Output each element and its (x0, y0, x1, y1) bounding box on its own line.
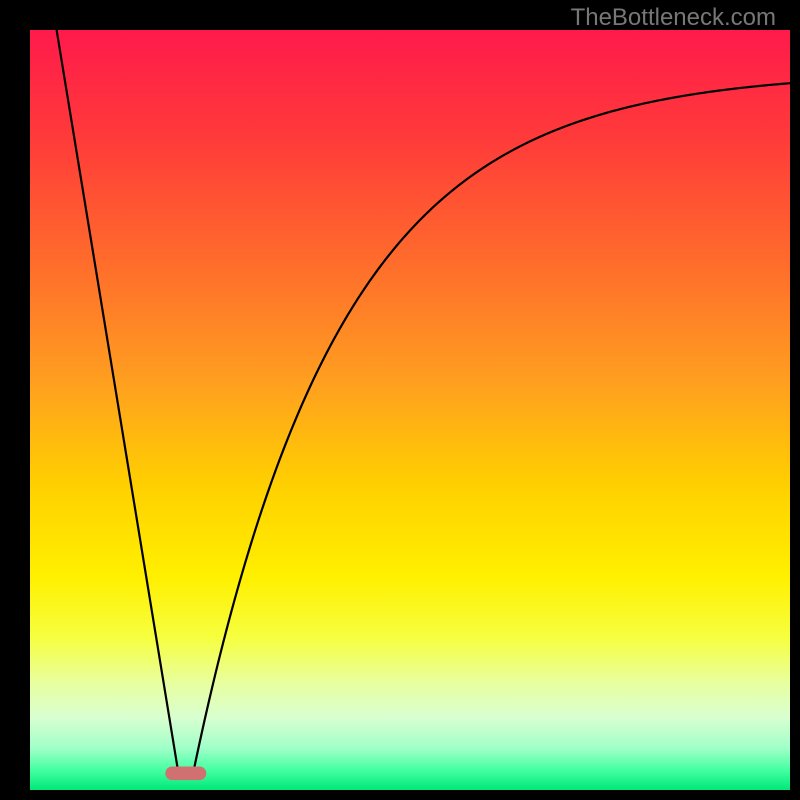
gradient-background (30, 30, 790, 790)
watermark-text: TheBottleneck.com (571, 4, 776, 32)
plot-svg (30, 30, 790, 790)
vertex-marker (165, 766, 206, 780)
plot-area (30, 30, 790, 790)
